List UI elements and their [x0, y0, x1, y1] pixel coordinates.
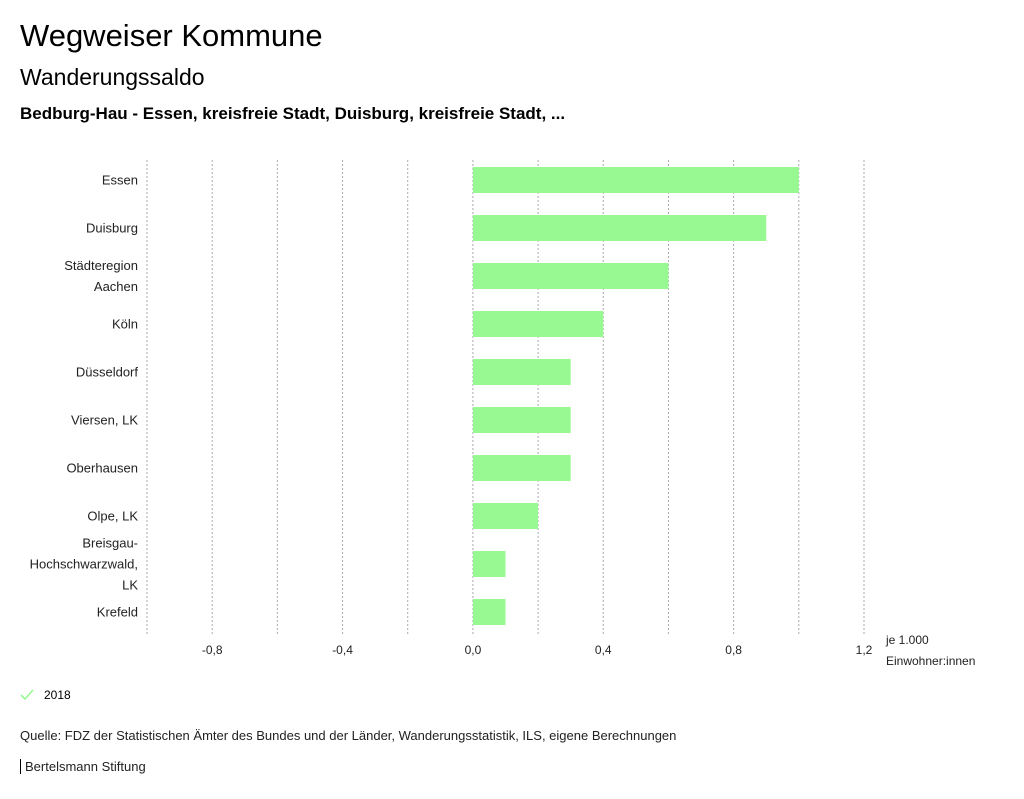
category-label: Städteregion Aachen [64, 258, 138, 294]
bar[interactable] [472, 263, 669, 289]
tick-label: 1,2 [855, 643, 873, 657]
bar[interactable] [472, 311, 604, 337]
category-label: Düsseldorf [75, 364, 138, 380]
category-label: Olpe, LK [87, 508, 138, 524]
bar[interactable] [472, 503, 539, 529]
chart-subtitle: Wanderungssaldo [20, 64, 205, 90]
x-axis-unit-line2: Einwohner:innen [886, 654, 976, 668]
check-icon [20, 689, 34, 701]
category-label: Essen [101, 172, 138, 188]
category-label: Oberhausen [66, 460, 138, 476]
legend-item-2018[interactable]: 2018 [20, 688, 71, 702]
category-label: Viersen, LK [71, 412, 138, 428]
bar[interactable] [472, 167, 799, 193]
tick-label: -0,4 [332, 643, 353, 657]
bar[interactable] [472, 599, 506, 625]
category-label: Köln [111, 316, 138, 332]
x-axis-unit-line1: je 1.000 [886, 633, 929, 647]
bar[interactable] [472, 215, 767, 241]
page-title: Wegweiser Kommune [20, 18, 323, 53]
tick-label: 0,4 [594, 643, 612, 657]
brand-credit: Bertelsmann Stiftung [20, 759, 146, 774]
bar[interactable] [472, 407, 571, 433]
bar-chart [146, 160, 865, 636]
tick-label: 0,0 [464, 643, 482, 657]
bar[interactable] [472, 359, 571, 385]
legend-label: 2018 [44, 688, 71, 702]
bar[interactable] [472, 455, 571, 481]
source-note: Quelle: FDZ der Statistischen Ämter des … [20, 728, 677, 743]
x-axis-unit: je 1.000 Einwohner:innen [886, 630, 975, 672]
category-label: Duisburg [85, 220, 138, 236]
tick-label: -0,8 [201, 643, 223, 657]
category-label: Breisgau-Hochschwarzwald, LK [29, 535, 138, 593]
selection-label: Bedburg-Hau - Essen, kreisfreie Stadt, D… [20, 104, 566, 123]
category-label: Krefeld [96, 604, 138, 620]
bar[interactable] [472, 551, 506, 577]
tick-label: 0,8 [725, 643, 742, 657]
